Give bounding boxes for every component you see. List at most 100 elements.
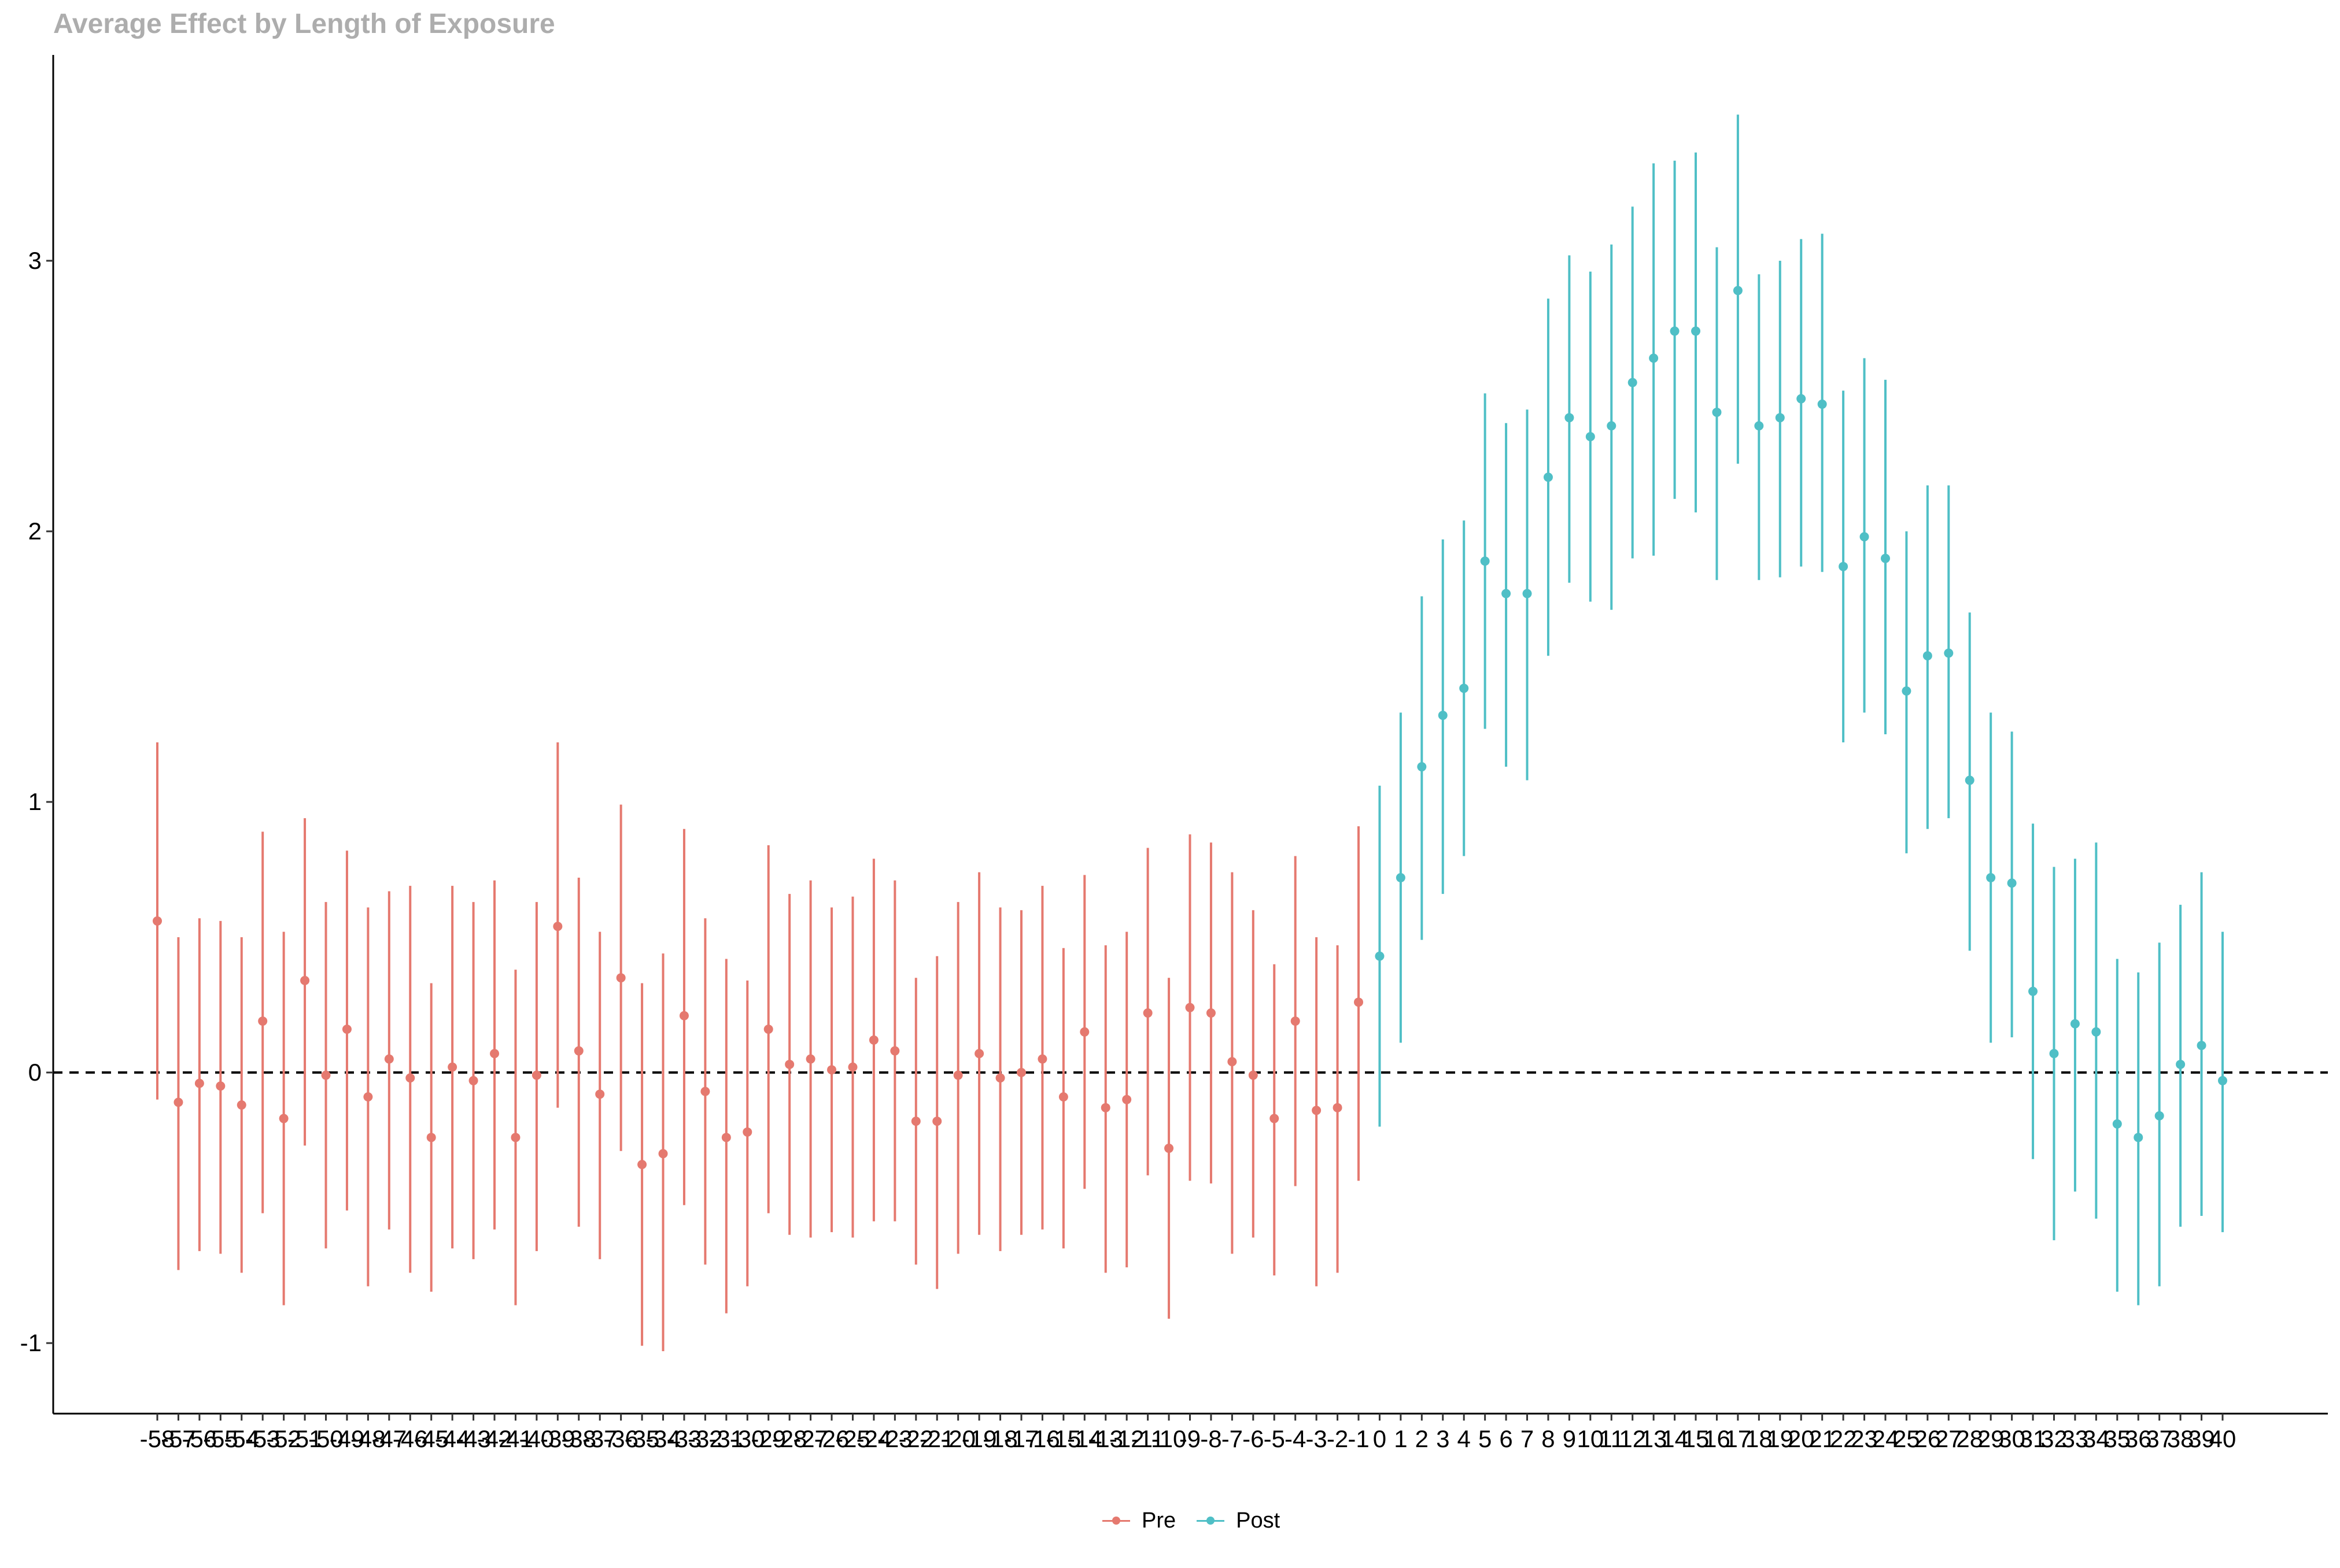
point-pre bbox=[1016, 1068, 1026, 1077]
x-tick-label: 8 bbox=[1541, 1425, 1555, 1452]
x-tick-label: 33 bbox=[2062, 1425, 2089, 1452]
y-tick-label: 2 bbox=[28, 517, 42, 545]
point-pre bbox=[848, 1062, 858, 1072]
x-tick-label: -58 bbox=[140, 1425, 175, 1452]
point-pre bbox=[975, 1049, 984, 1059]
point-post bbox=[1691, 326, 1701, 336]
point-post bbox=[1754, 421, 1764, 431]
x-tick-label: 13 bbox=[1640, 1425, 1667, 1452]
legend-key-icon bbox=[1193, 1509, 1228, 1532]
point-post bbox=[1543, 472, 1553, 482]
point-post bbox=[1775, 413, 1785, 423]
point-post bbox=[1839, 561, 1848, 571]
point-post bbox=[1396, 873, 1405, 883]
x-tick-label: -5 bbox=[1264, 1425, 1285, 1452]
x-tick-label: -45 bbox=[414, 1425, 449, 1452]
point-post bbox=[1649, 353, 1659, 363]
x-tick-label: -27 bbox=[793, 1425, 828, 1452]
point-pre bbox=[637, 1160, 647, 1170]
x-tick-label: -11 bbox=[1131, 1425, 1165, 1452]
x-tick-label: -48 bbox=[350, 1425, 386, 1452]
x-tick-label: -1 bbox=[1348, 1425, 1369, 1452]
x-tick-label: 19 bbox=[1766, 1425, 1793, 1452]
legend-key-icon bbox=[1099, 1509, 1134, 1532]
x-tick-label: 35 bbox=[2103, 1425, 2131, 1452]
point-pre bbox=[953, 1070, 963, 1080]
point-pre bbox=[153, 916, 162, 926]
point-post bbox=[2091, 1027, 2101, 1037]
point-post bbox=[2176, 1059, 2186, 1069]
point-post bbox=[2112, 1119, 2122, 1129]
point-pre bbox=[468, 1076, 478, 1086]
point-pre bbox=[1354, 997, 1364, 1007]
point-post bbox=[2007, 878, 2017, 888]
x-tick-label: 18 bbox=[1745, 1425, 1773, 1452]
x-tick-label: 40 bbox=[2209, 1425, 2236, 1452]
x-tick-label: 31 bbox=[2020, 1425, 2047, 1452]
x-tick-label: -3 bbox=[1305, 1425, 1327, 1452]
point-pre bbox=[890, 1046, 900, 1056]
point-pre bbox=[1290, 1016, 1300, 1026]
x-tick-label: -20 bbox=[940, 1425, 976, 1452]
point-post bbox=[1796, 394, 1806, 404]
x-tick-label: 17 bbox=[1725, 1425, 1752, 1452]
point-post bbox=[1880, 553, 1890, 563]
x-tick-label: -46 bbox=[393, 1425, 428, 1452]
point-pre bbox=[806, 1054, 815, 1064]
point-pre bbox=[258, 1016, 268, 1026]
point-pre bbox=[827, 1065, 837, 1075]
point-pre bbox=[1164, 1144, 1174, 1153]
y-tick-label: -1 bbox=[20, 1329, 42, 1356]
point-post bbox=[1944, 648, 1954, 658]
point-pre bbox=[1143, 1008, 1153, 1018]
x-tick-label: -43 bbox=[456, 1425, 491, 1452]
point-pre bbox=[384, 1054, 394, 1064]
x-tick-label: -35 bbox=[625, 1425, 660, 1452]
x-tick-label: -41 bbox=[498, 1425, 533, 1452]
legend-label: Pre bbox=[1142, 1508, 1176, 1533]
point-pre bbox=[1312, 1105, 1322, 1115]
x-tick-label: -57 bbox=[161, 1425, 196, 1452]
point-pre bbox=[511, 1133, 521, 1142]
x-tick-label: -44 bbox=[435, 1425, 470, 1452]
point-post bbox=[1459, 683, 1469, 693]
x-tick-label: 12 bbox=[1619, 1425, 1646, 1452]
point-pre bbox=[763, 1025, 773, 1034]
point-pre bbox=[1227, 1057, 1237, 1067]
legend-item-post: Post bbox=[1193, 1508, 1280, 1533]
x-tick-label: 24 bbox=[1872, 1425, 1899, 1452]
point-post bbox=[2218, 1076, 2227, 1086]
point-post bbox=[2028, 986, 2038, 996]
x-tick-label: 36 bbox=[2125, 1425, 2152, 1452]
point-pre bbox=[321, 1070, 331, 1080]
point-pre bbox=[1038, 1054, 1047, 1064]
point-pre bbox=[869, 1035, 879, 1045]
x-tick-label: 34 bbox=[2083, 1425, 2110, 1452]
point-post bbox=[1522, 589, 1532, 598]
point-pre bbox=[1185, 1003, 1195, 1012]
point-pre bbox=[1080, 1027, 1090, 1037]
legend: Pre Post bbox=[1099, 1503, 1297, 1538]
x-tick-label: -9 bbox=[1179, 1425, 1201, 1452]
x-tick-label: -33 bbox=[667, 1425, 702, 1452]
x-tick-label: 11 bbox=[1599, 1425, 1624, 1452]
x-tick-label: -40 bbox=[519, 1425, 555, 1452]
point-post bbox=[1585, 432, 1595, 442]
point-pre bbox=[595, 1089, 605, 1099]
x-tick-label: -14 bbox=[1067, 1425, 1102, 1452]
x-tick-label: 5 bbox=[1478, 1425, 1492, 1452]
point-post bbox=[1607, 421, 1616, 431]
x-tick-label: 10 bbox=[1577, 1425, 1604, 1452]
x-tick-label: -51 bbox=[287, 1425, 323, 1452]
point-post bbox=[2070, 1019, 2080, 1029]
x-tick-label: 39 bbox=[2188, 1425, 2215, 1452]
point-pre bbox=[785, 1059, 795, 1069]
legend-item-pre: Pre bbox=[1099, 1508, 1176, 1533]
x-tick-label: -36 bbox=[603, 1425, 638, 1452]
point-pre bbox=[194, 1078, 204, 1088]
point-pre bbox=[995, 1073, 1005, 1083]
x-tick-label: -23 bbox=[877, 1425, 913, 1452]
point-post bbox=[2134, 1133, 2143, 1142]
x-tick-label: 1 bbox=[1394, 1425, 1407, 1452]
x-tick-label: -2 bbox=[1327, 1425, 1348, 1452]
